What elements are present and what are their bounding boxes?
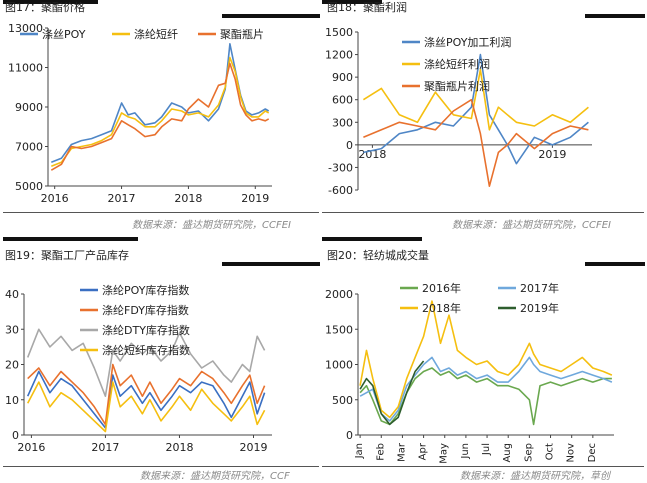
x-tick-label: 2017 <box>108 192 136 205</box>
x-tick-label: 2018 <box>174 192 202 205</box>
legend-label: 涤丝POY加工利润 <box>424 35 511 49</box>
legend-label: 涤纶DTY库存指数 <box>102 323 190 337</box>
x-tick-label: 2018 <box>358 148 386 161</box>
header-bar <box>222 14 320 18</box>
x-tick-label: 2016 <box>17 441 45 454</box>
legend-label: 2017年 <box>520 281 559 295</box>
y-tick-label: 900 <box>332 71 353 84</box>
y-tick-label: 0 <box>346 139 353 152</box>
legend-label: 聚酯瓶片 <box>220 27 264 41</box>
x-tick-label: 2019 <box>241 192 269 205</box>
source-note: 数据来源：盛达期货研究院，CCF <box>140 471 290 482</box>
x-tick-label: Feb <box>375 443 386 461</box>
y-tick-label: 600 <box>332 94 353 107</box>
series-line <box>359 356 613 422</box>
series-line <box>27 363 266 426</box>
divider <box>322 212 644 213</box>
x-tick-label: 2016 <box>41 192 69 205</box>
legend-label: 涤纶FDY库存指数 <box>102 303 189 317</box>
series-line <box>51 42 270 164</box>
y-tick-label: 300 <box>332 116 353 129</box>
x-tick-label: Dec <box>587 443 598 462</box>
panel-title: 图20：轻纺城成交量 <box>327 249 429 262</box>
y-tick-label: 13000 <box>8 22 43 35</box>
y-tick-label: 500 <box>332 394 353 407</box>
y-tick-label: 2000 <box>325 288 353 301</box>
series-line <box>359 300 613 419</box>
legend-label: 涤丝POY <box>42 27 86 41</box>
x-tick-label: Apr <box>418 442 429 460</box>
y-tick-label: 10 <box>5 394 19 407</box>
source-note: 数据来源：盛达期货研究院，CCFEI <box>452 220 611 231</box>
y-tick-label: 40 <box>5 288 19 301</box>
chart-polyester-profit: -600 -300 0 300 600 900 1200 1500 2018 2019 涤丝POY加… <box>325 26 592 197</box>
x-tick-label: May <box>439 443 450 464</box>
legend-label: 聚酯瓶片利润 <box>424 79 490 93</box>
y-tick-label: 0 <box>12 429 19 442</box>
y-tick-label: 20 <box>5 359 19 372</box>
header-bar <box>222 262 320 266</box>
x-tick-label: Aug <box>502 443 513 463</box>
x-tick-label: 2019 <box>239 441 267 454</box>
header-bar <box>3 0 98 4</box>
x-tick-label: Jul <box>481 443 492 456</box>
header-bar <box>585 14 645 18</box>
y-tick-label: 11000 <box>8 62 43 75</box>
series-line <box>50 62 270 171</box>
header-bar <box>322 237 422 241</box>
source-note: 数据来源：盛达期货研究院，CCFEI <box>132 220 291 231</box>
y-tick-label: -300 <box>328 161 353 174</box>
legend-label: 涤纶短纤库存指数 <box>102 343 190 357</box>
header-bar <box>585 262 645 266</box>
legend-label: 涤纶短纤 <box>134 27 178 41</box>
y-tick-label: 1500 <box>325 323 353 336</box>
x-tick-label: Jan <box>354 443 365 459</box>
series-line <box>26 328 266 397</box>
series-line <box>359 360 425 426</box>
series-line <box>51 56 270 168</box>
header-bar <box>322 0 382 4</box>
y-tick-label: 1200 <box>325 49 353 62</box>
y-tick-label: 0 <box>346 429 353 442</box>
series-line <box>363 98 589 187</box>
panel-title: 图18：聚酯利润 <box>327 1 407 14</box>
series-line <box>359 367 612 426</box>
y-tick-label: 1000 <box>325 359 353 372</box>
x-tick-label: Nov <box>566 443 577 463</box>
x-tick-label: Mar <box>396 442 407 462</box>
chart-textile-city-volume: 0 500 1000 1500 2000 Jan Feb Mar Apr May Jun Jul Aug… <box>325 281 614 464</box>
legend-label: 2019年 <box>520 301 559 315</box>
divider <box>3 212 319 213</box>
panel-title: 图17：聚酯价格 <box>5 1 85 14</box>
panel-title: 图19：聚酯工厂产品库存 <box>5 249 129 262</box>
x-tick-label: 2017 <box>91 441 119 454</box>
chart-polyester-price: 5000 7000 9000 11000 13000 2016 2017 2018 2019 涤丝… <box>8 22 272 205</box>
series-line <box>26 381 266 433</box>
divider <box>3 466 319 467</box>
y-tick-label: 30 <box>5 323 19 336</box>
chart-inventory-index: 0 10 20 30 40 2016 2017 2018 2019 涤纶POY库存指数涤纶FDY库… <box>5 283 272 454</box>
y-tick-label: 9000 <box>15 101 43 114</box>
x-tick-label: 2018 <box>165 441 193 454</box>
legend-label: 2016年 <box>422 281 461 295</box>
source-note: 数据来源：盛达期货研究院，草创 <box>460 471 610 482</box>
x-tick-label: 2019 <box>538 148 566 161</box>
y-tick-label: 7000 <box>15 141 43 154</box>
series-line <box>26 370 266 429</box>
x-tick-label: Jun <box>460 443 471 460</box>
header-bar <box>3 237 138 241</box>
y-tick-label: 1500 <box>325 26 353 39</box>
series-line <box>362 68 589 131</box>
legend-label: 涤纶短纤利润 <box>424 57 490 71</box>
y-tick-label: -600 <box>328 184 353 197</box>
x-tick-label: Oct <box>545 443 556 460</box>
y-tick-label: 5000 <box>15 180 43 193</box>
legend-label: 2018年 <box>422 301 461 315</box>
x-tick-label: Sep <box>523 443 534 462</box>
divider <box>322 466 644 467</box>
legend-label: 涤纶POY库存指数 <box>102 283 189 297</box>
